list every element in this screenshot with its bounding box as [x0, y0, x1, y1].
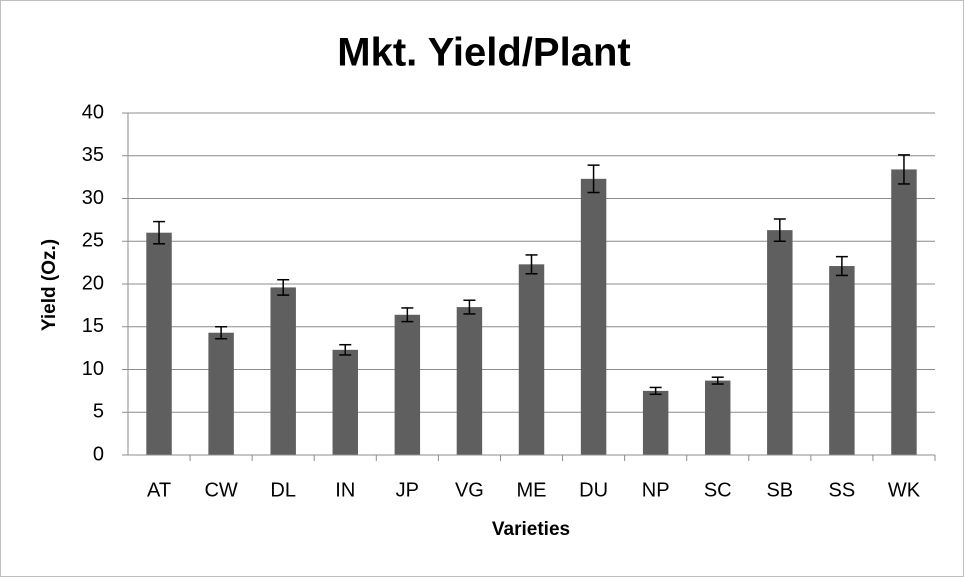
- y-tick-label: 40: [82, 101, 104, 123]
- x-tick-label: AT: [147, 479, 171, 501]
- bar: [518, 264, 545, 455]
- x-tick-label: SB: [766, 479, 793, 501]
- error-bar: [215, 326, 228, 340]
- x-tick-label: VG: [455, 479, 484, 501]
- error-bar: [773, 218, 786, 242]
- x-tick-label: ME: [517, 479, 547, 501]
- x-tick-label: DL: [270, 479, 296, 501]
- bar: [580, 178, 607, 455]
- x-tick-label: IN: [335, 479, 355, 501]
- error-bar: [649, 386, 662, 396]
- bar: [767, 230, 793, 455]
- x-tick-label: WK: [888, 479, 921, 501]
- chart-title: Mkt. Yield/Plant: [337, 31, 630, 75]
- x-tick-label: SC: [704, 479, 732, 501]
- error-bar: [897, 154, 910, 185]
- x-tick-label: DU: [579, 479, 608, 501]
- y-tick-label: 25: [82, 230, 104, 252]
- error-bar: [153, 220, 166, 245]
- y-axis-label: Yield (Oz.): [39, 239, 60, 331]
- x-tick-label: JP: [396, 479, 419, 501]
- y-tick-label: 30: [82, 187, 104, 209]
- bar: [394, 314, 421, 455]
- error-bar: [339, 343, 352, 356]
- error-bar: [835, 255, 848, 277]
- bar: [270, 287, 296, 455]
- bar: [891, 169, 917, 455]
- x-tick-label: NP: [642, 479, 670, 501]
- error-bar: [711, 376, 724, 385]
- error-bar: [277, 278, 290, 296]
- y-tick-label: 10: [82, 358, 104, 380]
- x-tick-label: SS: [829, 479, 856, 501]
- bar: [642, 390, 669, 455]
- bar: [829, 266, 855, 455]
- x-tick-label: CW: [204, 479, 237, 501]
- bar: [332, 349, 358, 455]
- error-bar: [463, 299, 476, 315]
- error-bar: [587, 164, 600, 194]
- x-axis-label: Varieties: [492, 519, 570, 540]
- y-tick-label: 35: [82, 144, 104, 166]
- y-tick-label: 0: [93, 443, 104, 465]
- bar: [208, 332, 234, 455]
- error-bar: [525, 254, 538, 275]
- y-tick-label: 20: [82, 272, 104, 294]
- bar: [705, 380, 731, 455]
- y-tick-label: 15: [82, 315, 104, 337]
- bar: [456, 307, 483, 455]
- error-bar: [401, 307, 414, 323]
- bar: [146, 232, 172, 455]
- y-tick-label: 5: [93, 401, 104, 423]
